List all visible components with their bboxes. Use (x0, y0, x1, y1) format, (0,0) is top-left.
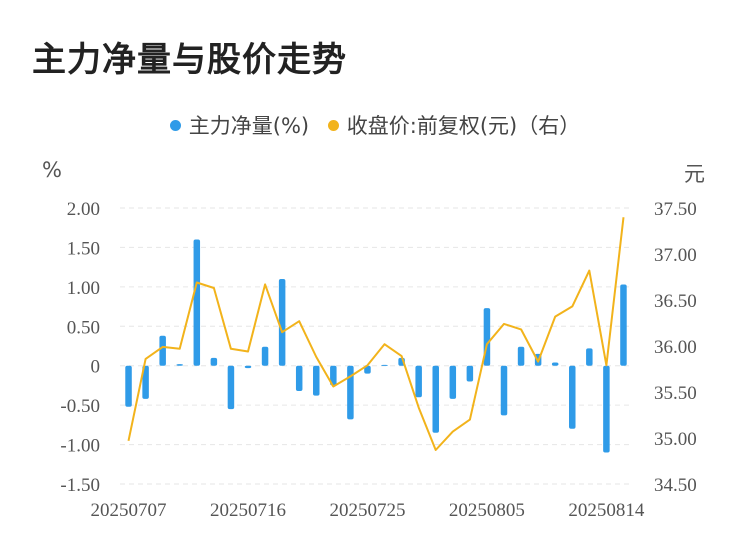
left-tick-label: 0.50 (67, 317, 100, 338)
left-tick-label: -1.50 (60, 475, 100, 496)
legend-item-close-price[interactable]: 收盘价:前复权(元)（右） (327, 110, 581, 140)
bar (227, 365, 235, 410)
chart-title: 主力净量与股价走势 (32, 40, 347, 80)
right-tick-label: 36.50 (654, 291, 697, 312)
x-axis-ticks: 20250707 20250716 20250725 20250805 20250814 (91, 500, 645, 521)
bar (415, 365, 422, 398)
bar (244, 365, 252, 369)
bar (569, 365, 576, 429)
legend-label: 主力净量(%) (188, 114, 310, 138)
bar (364, 365, 371, 374)
bar (347, 365, 354, 420)
legend-dot-icon (169, 119, 181, 131)
bar (193, 239, 201, 366)
right-tick-label: 36.00 (654, 337, 697, 358)
x-tick-label: 20250805 (449, 500, 525, 521)
bar (517, 346, 525, 366)
bar (466, 365, 474, 382)
legend: 主力净量(%) 收盘价:前复权(元)（右） (0, 110, 750, 140)
left-tick-label: 1.00 (67, 278, 100, 299)
grid-lines (120, 207, 632, 485)
right-tick-label: 37.50 (654, 199, 697, 220)
right-tick-label: 35.50 (654, 383, 697, 404)
left-tick-label: 1.50 (67, 238, 100, 259)
x-tick-label: 20250707 (91, 500, 167, 521)
bar (603, 365, 610, 453)
legend-dot-icon (327, 119, 339, 131)
legend-label: 收盘价:前复权(元)（右） (346, 114, 581, 138)
left-tick-label: -1.00 (60, 436, 100, 457)
bar (125, 365, 132, 407)
left-tick-label: 2.00 (67, 199, 100, 220)
bar (500, 365, 508, 416)
line-series (127, 217, 625, 451)
bar (620, 284, 627, 366)
right-tick-label: 37.00 (654, 245, 697, 266)
left-axis-ticks: 2.00 1.50 1.00 0.50 0 -0.50 -1.00 -1.50 (60, 199, 100, 496)
x-tick-label: 20250814 (568, 500, 645, 521)
bar (586, 348, 593, 366)
bar (261, 346, 269, 366)
bar-series (125, 239, 627, 453)
bar (295, 365, 303, 391)
legend-item-net-flow[interactable]: 主力净量(%) (169, 110, 310, 140)
bar (449, 365, 457, 399)
left-tick-label: 0 (91, 357, 101, 378)
right-tick-label: 34.50 (654, 475, 697, 496)
x-tick-label: 20250716 (210, 500, 286, 521)
bar (432, 365, 439, 433)
right-axis-ticks: 37.50 37.00 36.50 36.00 35.50 35.00 34.50 (654, 199, 697, 496)
left-tick-label: -0.50 (60, 396, 100, 417)
price-line (127, 217, 625, 451)
bar (330, 365, 337, 386)
bar (381, 364, 388, 366)
left-axis-unit: % (42, 158, 62, 182)
bar (176, 364, 183, 366)
bar (159, 335, 166, 366)
x-tick-label: 20250725 (329, 500, 405, 521)
right-axis-unit: 元 (684, 162, 705, 186)
bar (142, 365, 149, 399)
right-tick-label: 35.00 (654, 429, 697, 450)
bar (278, 278, 286, 366)
bar (313, 365, 320, 396)
bar (210, 357, 218, 366)
bar (551, 362, 559, 366)
